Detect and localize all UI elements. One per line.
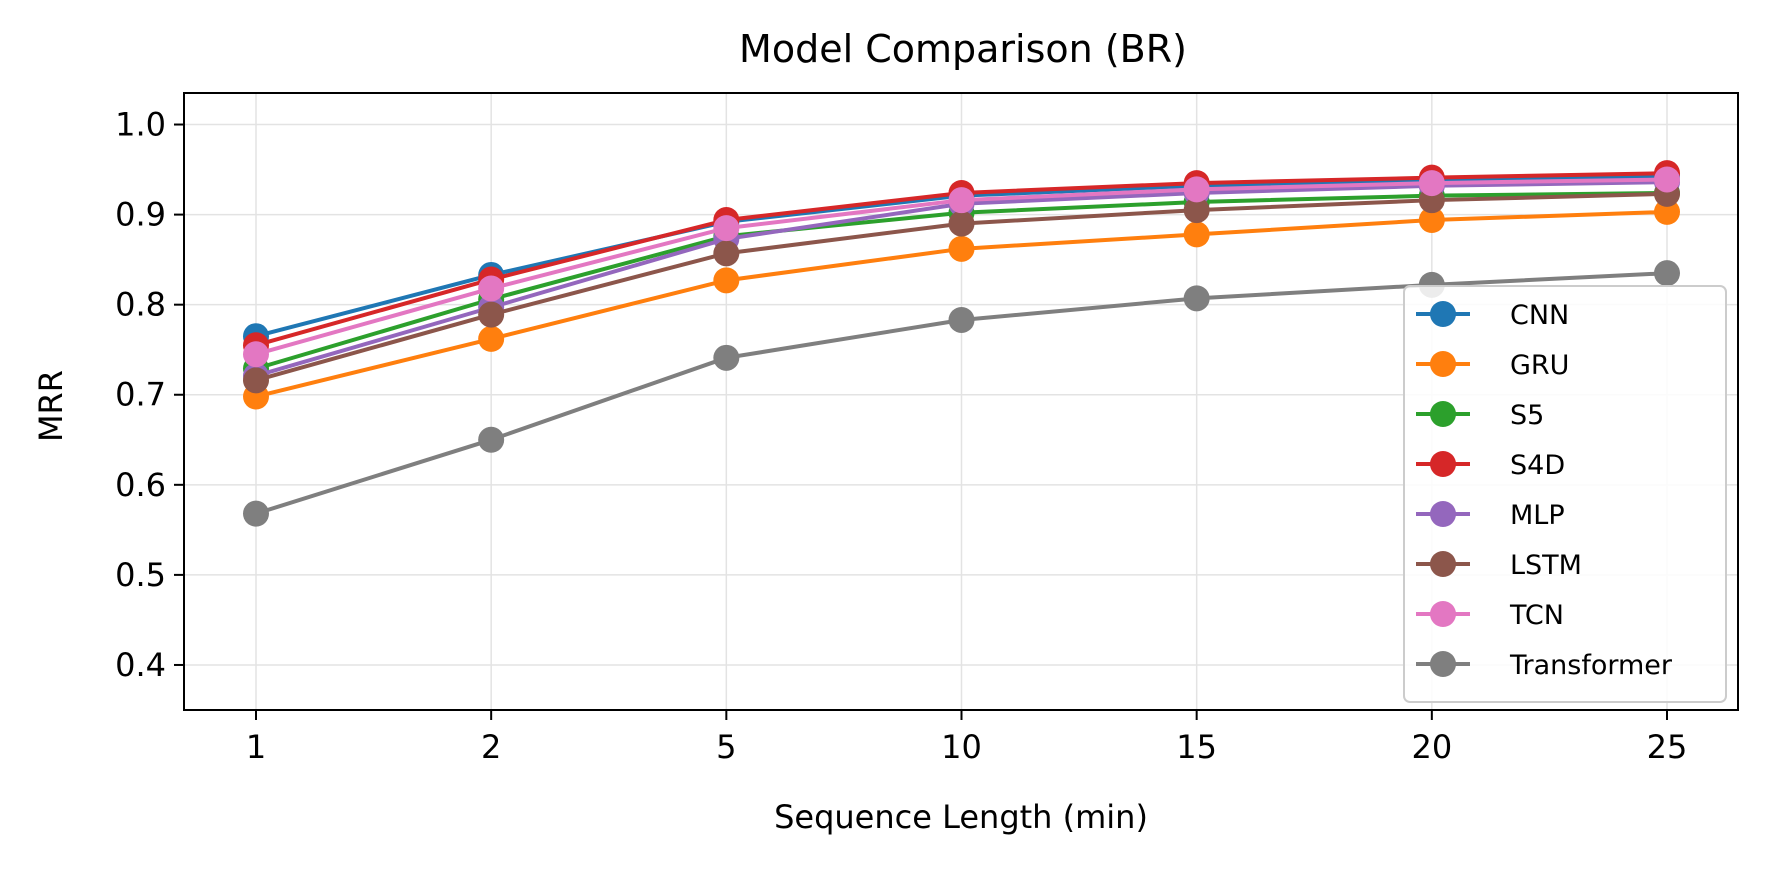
legend-marker [1430, 401, 1456, 427]
legend-marker [1430, 601, 1456, 627]
y-axis-title: MRR [32, 370, 70, 442]
data-point [1654, 166, 1680, 193]
legend-marker [1430, 351, 1456, 377]
data-point [243, 500, 269, 527]
x-tick-label: 15 [1176, 728, 1217, 766]
data-point [478, 426, 505, 453]
data-point [1418, 207, 1445, 234]
x-tick-label: 20 [1411, 728, 1452, 766]
legend-item: LSTM [1416, 550, 1582, 581]
legend-label: CNN [1510, 300, 1569, 331]
series-tcn [243, 166, 1680, 368]
x-tick-label: 2 [481, 728, 501, 766]
legend-marker [1430, 501, 1456, 527]
x-tick-label: 1 [246, 728, 266, 766]
legend-marker [1430, 551, 1456, 577]
legend-item: CNN [1416, 300, 1569, 331]
data-point [478, 275, 505, 302]
legend-label: MLP [1510, 500, 1565, 531]
x-tick-label: 25 [1647, 728, 1688, 766]
x-tick-label: 5 [716, 728, 736, 766]
legend-item: Transformer [1416, 650, 1673, 681]
data-point [713, 215, 740, 242]
legend-label: LSTM [1510, 550, 1582, 581]
data-point [243, 341, 269, 368]
data-point [713, 267, 740, 294]
legend-label: S5 [1510, 400, 1544, 431]
legend-label: GRU [1510, 350, 1569, 381]
legend-label: Transformer [1509, 650, 1673, 681]
legend-item: TCN [1416, 600, 1564, 631]
data-point [948, 306, 975, 333]
y-tick-label: 0.9 [115, 196, 166, 234]
series-gru [243, 198, 1680, 410]
data-point [1183, 197, 1210, 224]
data-point [948, 210, 975, 237]
legend: CNN GRU S5 S4D MLP LSTM TCN Transformer [1403, 285, 1727, 703]
legend-box [1403, 285, 1727, 703]
legend-item: S4D [1416, 450, 1565, 481]
legend-marker [1430, 651, 1456, 677]
legend-marker [1430, 301, 1456, 327]
data-point [948, 235, 975, 262]
axis-ticks: 1 2 5 10 15 20 250.40.50.60.70.80.91.0 [115, 106, 1687, 766]
data-point [1654, 198, 1680, 225]
data-point [713, 344, 740, 371]
series-lines [243, 160, 1680, 527]
legend-item: GRU [1416, 350, 1569, 381]
data-point [478, 325, 505, 352]
legend-item: S5 [1416, 400, 1544, 431]
legend-label: TCN [1509, 600, 1564, 631]
y-tick-label: 0.5 [115, 556, 166, 594]
data-point [1654, 260, 1680, 287]
data-point [1183, 176, 1210, 203]
y-tick-label: 0.8 [115, 286, 166, 324]
legend-item: MLP [1416, 500, 1565, 531]
data-point [1183, 221, 1210, 248]
legend-label: S4D [1510, 450, 1565, 481]
y-tick-label: 0.7 [115, 376, 166, 414]
data-point [478, 301, 505, 328]
data-point [1183, 285, 1210, 312]
data-point [243, 367, 269, 394]
legend-marker [1430, 451, 1456, 477]
data-point [948, 187, 975, 214]
x-tick-label: 10 [941, 728, 982, 766]
y-tick-label: 0.6 [115, 466, 166, 504]
series-transformer [243, 260, 1680, 527]
y-tick-label: 1.0 [115, 106, 166, 144]
data-point [713, 240, 740, 267]
data-point [1418, 170, 1445, 197]
y-tick-label: 0.4 [115, 646, 166, 684]
x-axis-title: Sequence Length (min) [774, 798, 1148, 836]
chart-title: Model Comparison (BR) [739, 27, 1187, 71]
